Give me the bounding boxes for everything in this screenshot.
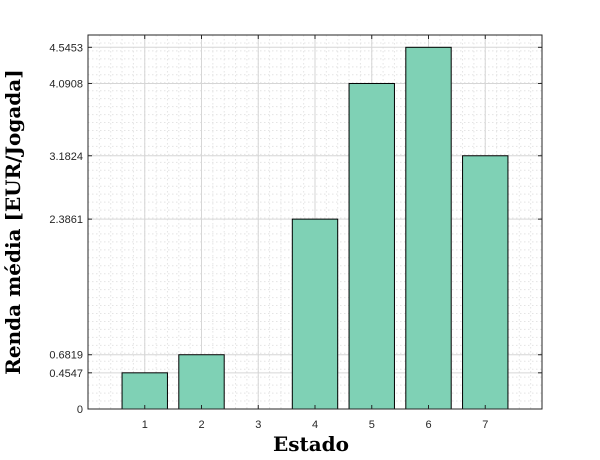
x-tick-label: 4 <box>312 419 318 431</box>
y-tick-label: 3.1824 <box>49 151 83 163</box>
x-tick-label: 7 <box>482 419 488 431</box>
bar-estado-2 <box>178 354 225 410</box>
x-tick-label: 2 <box>198 419 204 431</box>
y-tick-label: 4.0908 <box>49 78 83 90</box>
y-tick-label: 0.6819 <box>49 350 83 362</box>
y-axis-title: Renda média [EUR/Jogada] <box>1 69 25 374</box>
x-tick-label: 5 <box>369 419 375 431</box>
x-tick-label: 3 <box>255 419 261 431</box>
x-tick-label: 6 <box>425 419 431 431</box>
bar-estado-1 <box>121 372 168 410</box>
bar-estado-4 <box>291 218 339 410</box>
bar-estado-6 <box>405 46 452 410</box>
x-tick-label: 1 <box>142 419 148 431</box>
y-tick-label: 4.5453 <box>49 42 83 54</box>
bar-estado-5 <box>348 82 395 410</box>
y-tick-label: 2.3861 <box>49 214 83 226</box>
x-axis-title: Estado <box>273 432 349 456</box>
y-tick-label: 0 <box>77 404 83 416</box>
ticks: 1 2 3 4 5 6 7 0 0.4547 0.6819 2.3861 3.1824 4.0908 4.… <box>49 35 542 431</box>
y-tick-label: 0.4547 <box>49 368 83 380</box>
bars <box>121 46 509 410</box>
bar-estado-7 <box>462 155 509 410</box>
